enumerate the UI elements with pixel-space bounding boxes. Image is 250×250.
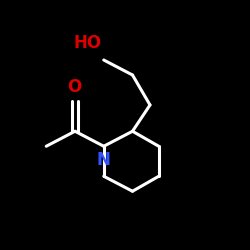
Text: O: O — [66, 78, 81, 96]
Text: N: N — [97, 151, 111, 169]
Text: HO: HO — [74, 34, 102, 52]
